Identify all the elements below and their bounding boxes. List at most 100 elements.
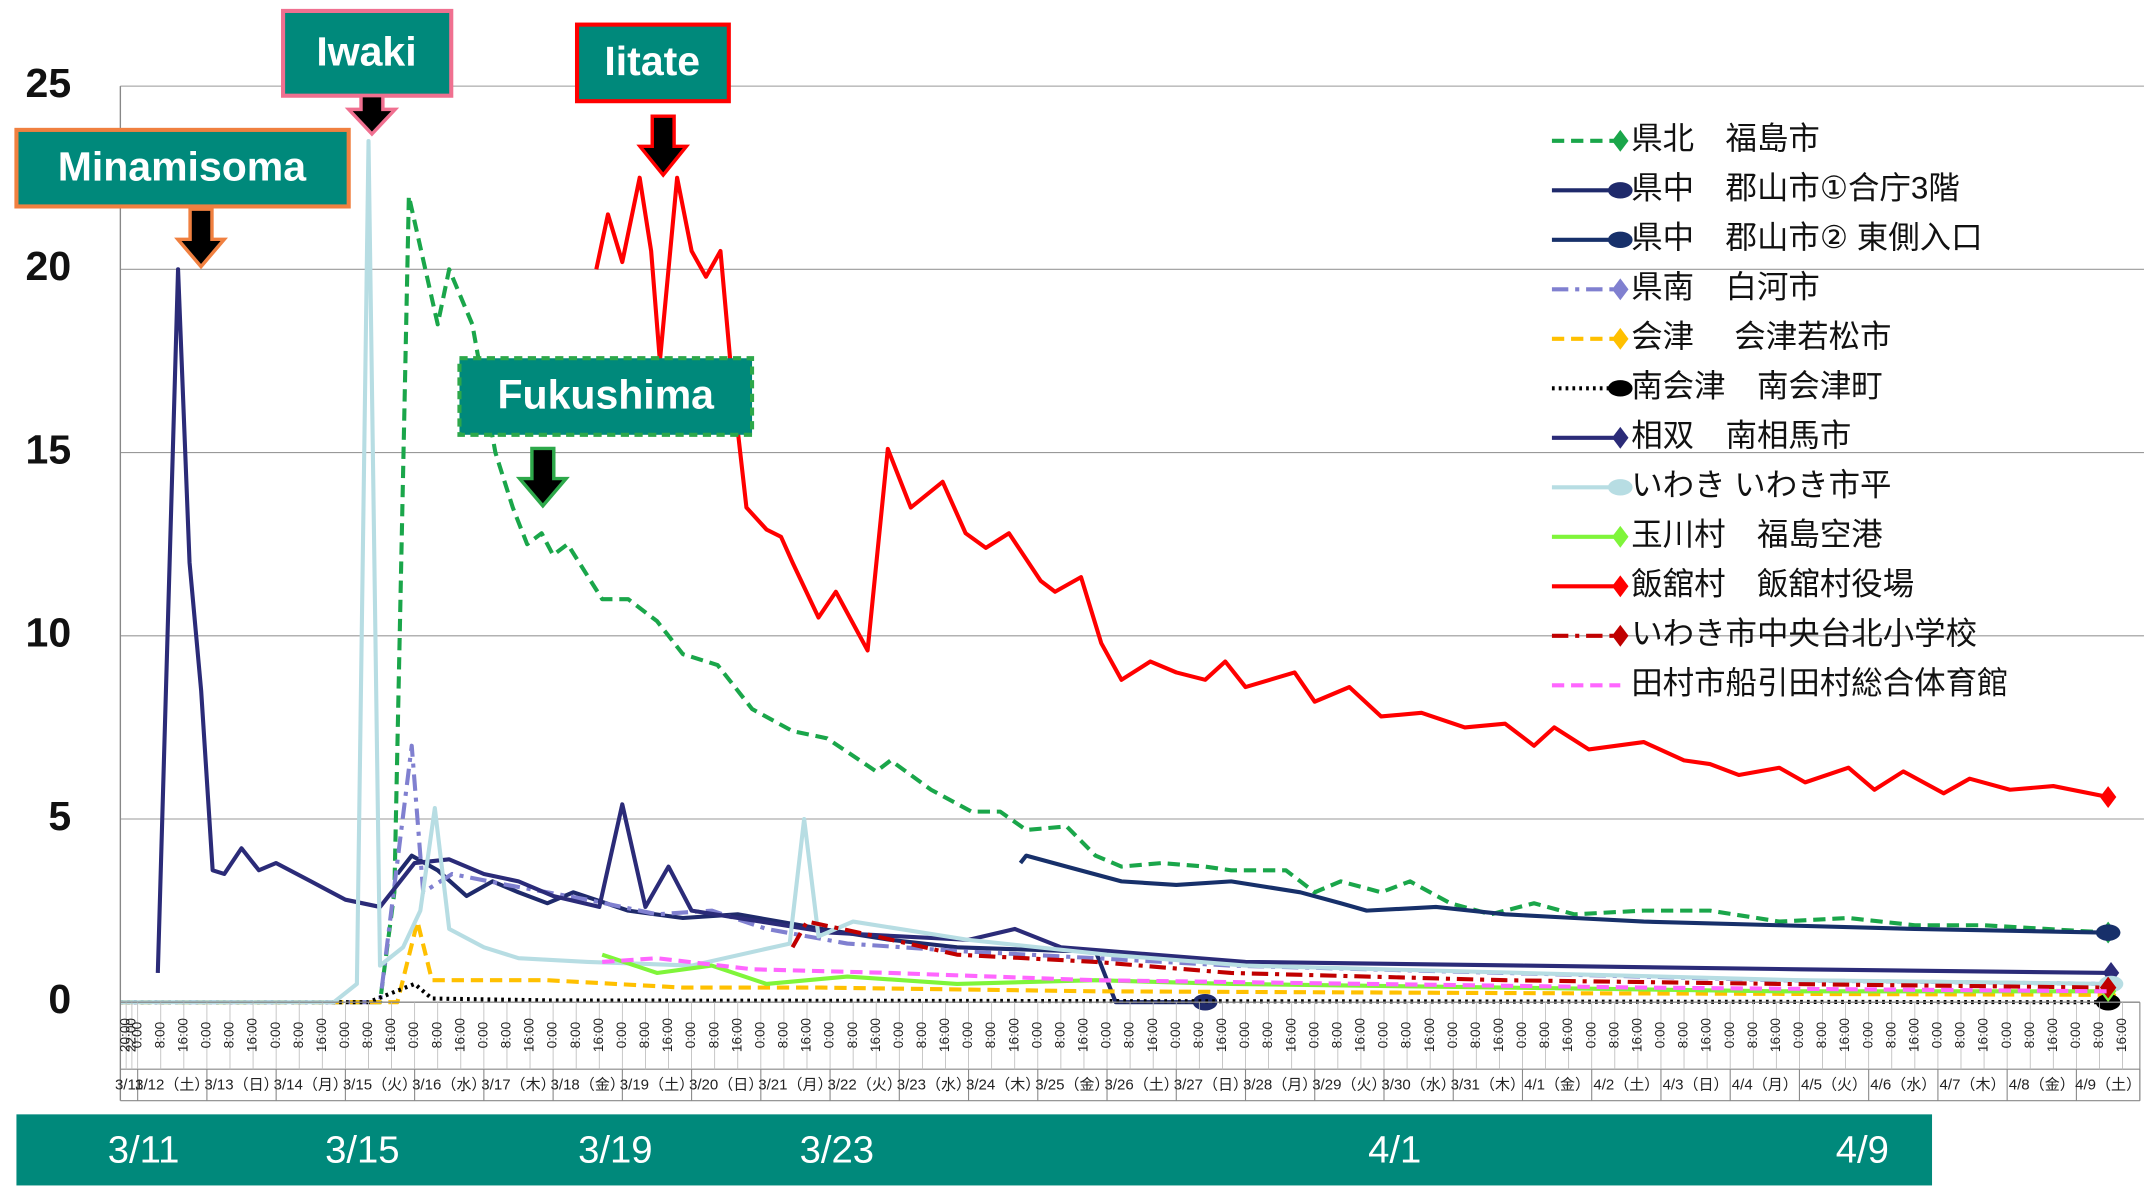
day-label: 3/27（日） [1174,1077,1248,1094]
timeline-label: 3/15 [325,1129,399,1172]
x-tick-label: 16:00 [1353,1018,1368,1053]
callout-arrow [174,207,228,270]
callout-box [574,22,731,104]
x-tick-label: 0:00 [2068,1021,2083,1048]
callout-arrow [636,114,691,178]
marker [1607,231,1633,249]
legend-label: 相双 南相馬市 [1631,418,1851,453]
plot-area [120,139,2124,1011]
day-label: 3/16（水） [412,1077,486,1094]
legend-label: いわき いわき市平 [1631,468,1891,503]
x-tick-label: 0:00 [1930,1021,1945,1048]
x-tick-label: 16:00 [1283,1018,1298,1053]
day-label: 3/30（水） [1381,1077,1455,1094]
legend-label: 南会津 南会津町 [1631,369,1882,404]
day-label: 3/31（木） [1451,1077,1525,1094]
day-label: 4/9（土） [2075,1077,2141,1094]
x-tick-label: 8:00 [776,1021,791,1048]
x-tick-label: 16:00 [937,1018,952,1053]
x-tick-label: 16:00 [1491,1018,1506,1053]
x-tick-label: 8:00 [2091,1021,2106,1048]
x-tick-label: 0:00 [268,1021,283,1048]
x-tick-label: 0:00 [337,1021,352,1048]
x-tick-label: 20:00 [118,1018,133,1053]
series-line [601,952,2109,994]
day-label: 3/26（土） [1104,1077,1178,1094]
timeline-label: 4/9 [1836,1129,1889,1172]
x-tick-label: 16:00 [1768,1018,1783,1053]
x-tick-label: 0:00 [1237,1021,1252,1048]
day-label: 3/23（水） [897,1077,971,1094]
x-tick-label: 8:00 [1260,1021,1275,1048]
callout-text: Minamisoma [58,143,308,189]
x-tick-label: 0:00 [545,1021,560,1048]
x-tick-label: 8:00 [291,1021,306,1048]
day-label: 3/20（日） [689,1077,763,1094]
x-tick-label: 8:00 [222,1021,237,1048]
day-label: 4/4（月） [1732,1077,1798,1094]
x-tick-label: 0:00 [752,1021,767,1048]
x-tick-label: 8:00 [1883,1021,1898,1048]
day-label: 3/24（木） [966,1077,1040,1094]
x-tick-label: 16:00 [2114,1018,2129,1053]
timeline: 3/11 3/15 3/19 3/23 4/1 4/9 [16,1114,1933,1186]
x-tick-label: 8:00 [1191,1021,1206,1048]
legend-label: 会津 会津若松市 [1631,319,1891,354]
x-tick-label: 16:00 [591,1018,606,1053]
day-label: 3/11 [115,1077,143,1094]
callout-arrow [344,94,400,137]
x-tick-label: 8:00 [1399,1021,1414,1048]
x-tick-label: 8:00 [1468,1021,1483,1048]
x-tick-label: 16:00 [1076,1018,1091,1053]
timeline-label: 3/11 [108,1129,180,1172]
series-line [120,919,2109,1005]
day-label: 4/5（火） [1801,1077,1867,1094]
x-tick-label: 16:00 [1145,1018,1160,1053]
x-tick-label: 0:00 [1653,1021,1668,1048]
day-label: 3/28（月） [1243,1077,1317,1094]
series-line [790,919,2109,990]
x-tick-label: 16:00 [452,1018,467,1053]
x-tick-label: 8:00 [706,1021,721,1048]
day-label: 4/2（土） [1593,1077,1659,1094]
x-tick-label: 16:00 [314,1018,329,1053]
x-tick-label: 16:00 [729,1018,744,1053]
y-tick-label: 0 [48,976,71,1022]
callouts: Minamisoma Iwaki Iitate Fukushima [14,8,755,509]
x-tick-label: 8:00 [1676,1021,1691,1048]
x-tick-label: 8:00 [1953,1021,1968,1048]
day-label: 4/7（木） [1940,1077,2006,1094]
day-label: 4/8（金） [2009,1077,2075,1094]
callout-text: Fukushima [498,372,716,418]
legend-label: 田村市船引田村総合体育館 [1631,666,2008,701]
x-tick-label: 0:00 [614,1021,629,1048]
x-tick-label: 16:00 [1837,1018,1852,1053]
x-tick-label: 0:00 [1999,1021,2014,1048]
x-tick-label: 0:00 [1583,1021,1598,1048]
day-label: 3/12（土） [135,1077,209,1094]
legend-label: 県北 福島市 [1631,121,1820,156]
day-label: 3/25（金） [1035,1077,1109,1094]
x-tick-label: 0:00 [683,1021,698,1048]
x-tick-label: 0:00 [1514,1021,1529,1048]
x-tick-label: 16:00 [1976,1018,1991,1053]
x-tick-label: 16:00 [2045,1018,2060,1053]
x-tick-label: 8:00 [1052,1021,1067,1048]
x-tick-label: 0:00 [1722,1021,1737,1048]
x-tick-label: 0:00 [960,1021,975,1048]
x-tick-label: 16:00 [1422,1018,1437,1053]
marker [1612,129,1629,152]
legend-label: いわき市中央台北小学校 [1631,616,1977,651]
x-tick-label: 0:00 [1860,1021,1875,1048]
y-tick-label: 5 [48,793,71,839]
series-line [594,175,2109,800]
legend-label: 県中 郡山市② 東側入口 [1631,220,1982,255]
x-tick-label: 8:00 [1745,1021,1760,1048]
x-tick-label: 8:00 [1122,1021,1137,1048]
x-tick-label: 16:00 [1699,1018,1714,1053]
legend-label: 飯舘村 飯舘村役場 [1631,567,1914,602]
x-tick-label: 8:00 [2022,1021,2037,1048]
